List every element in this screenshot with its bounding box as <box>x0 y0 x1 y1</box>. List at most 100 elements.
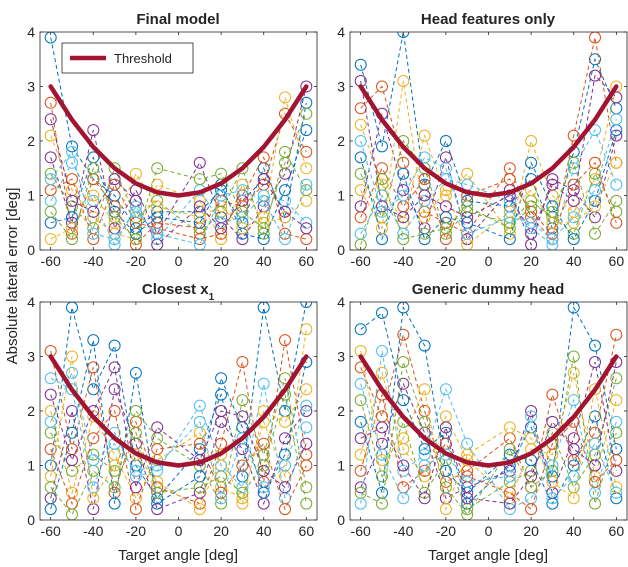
subplot-head-features-only: Head features only -60 -40 -20 0 20 40 6001234 <box>337 11 627 269</box>
x-tick-label: -20 <box>436 253 456 269</box>
y-tick-label: 0 <box>27 242 35 258</box>
x-tick-label: 0 <box>485 523 493 539</box>
figure-ylabel: Absolute lateral error [deg] <box>4 188 21 365</box>
y-tick-label: 2 <box>337 403 345 419</box>
y-tick-label: 1 <box>27 458 35 474</box>
data-point <box>216 471 227 482</box>
x-tick-label: -60 <box>351 253 371 269</box>
x-tick-label: -60 <box>41 253 61 269</box>
x-tick-label: -60 <box>41 523 61 539</box>
y-tick-label: 1 <box>337 458 345 474</box>
data-point <box>398 157 409 168</box>
data-point <box>547 389 558 400</box>
y-tick-label: 0 <box>337 512 345 528</box>
x-tick-label: -60 <box>351 523 371 539</box>
data-layer <box>45 297 312 521</box>
data-point <box>568 482 579 493</box>
data-point <box>440 152 451 163</box>
data-point <box>194 157 205 168</box>
data-point <box>377 438 388 449</box>
threshold-line <box>361 87 617 196</box>
x-tick-label: -20 <box>126 253 146 269</box>
data-point <box>611 395 622 406</box>
data-point <box>398 357 409 368</box>
data-point <box>301 324 312 335</box>
y-tick-label: 4 <box>337 24 345 40</box>
threshold-line <box>51 87 307 196</box>
data-point <box>377 411 388 422</box>
x-tick-label: 20 <box>213 253 229 269</box>
panel-title-subscript: 1 <box>209 292 215 303</box>
data-point <box>504 433 515 444</box>
series-line <box>361 351 617 509</box>
data-point <box>109 340 120 351</box>
x-tick-label: 40 <box>566 523 582 539</box>
data-point <box>611 195 622 206</box>
data-point <box>216 416 227 427</box>
data-point <box>301 125 312 136</box>
figure-xlabel-left: Target angle [deg] <box>118 547 238 564</box>
series-line <box>361 351 617 509</box>
series-line <box>51 357 307 510</box>
data-point <box>280 195 291 206</box>
legend-threshold-label: Threshold <box>114 51 172 66</box>
data-layer <box>355 27 622 251</box>
x-tick-label: -40 <box>393 253 413 269</box>
x-tick-label: -40 <box>83 523 103 539</box>
panel-title: Final model <box>136 11 219 28</box>
data-point <box>419 416 430 427</box>
y-tick-label: 0 <box>27 512 35 528</box>
y-tick-label: 2 <box>337 133 345 149</box>
data-point <box>377 307 388 318</box>
x-tick-label: 40 <box>256 523 272 539</box>
data-point <box>237 357 248 368</box>
data-point <box>590 498 601 509</box>
y-tick-label: 3 <box>27 79 35 95</box>
legend: Threshold <box>62 43 193 73</box>
x-tick-label: 20 <box>523 253 539 269</box>
data-point <box>216 373 227 384</box>
data-point <box>301 498 312 509</box>
x-tick-label: 40 <box>566 253 582 269</box>
data-point <box>67 509 78 520</box>
x-tick-label: 0 <box>175 253 183 269</box>
y-tick-label: 1 <box>27 188 35 204</box>
data-point <box>152 422 163 433</box>
data-point <box>568 433 579 444</box>
y-tick-label: 3 <box>337 349 345 365</box>
data-point <box>301 234 312 245</box>
data-point <box>67 302 78 313</box>
panel-title: Closest x1 <box>142 281 215 303</box>
y-tick-label: 4 <box>27 294 35 310</box>
x-tick-label: 40 <box>256 253 272 269</box>
x-tick-label: -20 <box>126 523 146 539</box>
x-tick-label: -40 <box>393 523 413 539</box>
data-point <box>440 438 451 449</box>
y-tick-label: 2 <box>27 133 35 149</box>
data-point <box>130 406 141 417</box>
data-point <box>88 493 99 504</box>
subplot-generic-dummy-head: Generic dummy head -60 -40 -20 0 20 40 60 0 1 2 3 4 <box>337 281 627 539</box>
data-point <box>67 367 78 378</box>
data-point <box>398 168 409 179</box>
data-point <box>419 152 430 163</box>
y-tick-label: 2 <box>27 403 35 419</box>
data-point <box>590 185 601 196</box>
y-tick-label: 3 <box>27 349 35 365</box>
x-tick-label: 20 <box>523 523 539 539</box>
data-point <box>419 384 430 395</box>
data-point <box>130 482 141 493</box>
figure-xlabel-right: Target angle [deg] <box>428 547 548 564</box>
y-tick-label: 4 <box>337 294 345 310</box>
data-point <box>280 433 291 444</box>
data-point <box>611 179 622 190</box>
data-point <box>398 395 409 406</box>
data-point <box>504 422 515 433</box>
data-point <box>590 32 601 43</box>
axis-layer: -60 -40 -20 0 20 40 60 0 1 2 3 4 <box>337 294 627 539</box>
data-point <box>398 329 409 340</box>
x-tick-label: 60 <box>299 253 315 269</box>
x-tick-label: -20 <box>436 523 456 539</box>
data-point <box>590 487 601 498</box>
